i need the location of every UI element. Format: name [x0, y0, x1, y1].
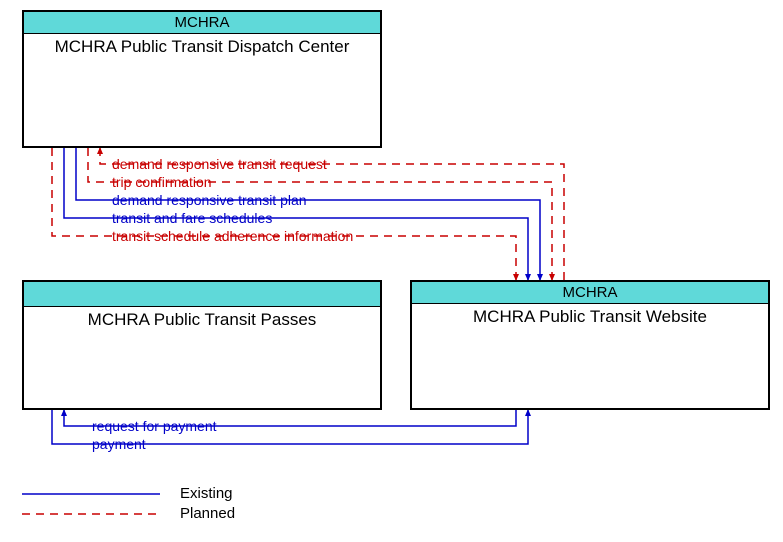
- legend-planned-label: Planned: [180, 505, 235, 522]
- flow-label-trip-confirmation: trip confirmation: [112, 174, 212, 190]
- node-transit-passes: MCHRA Public Transit Passes: [22, 280, 382, 410]
- node-website-title: MCHRA Public Transit Website: [412, 304, 768, 330]
- node-passes-title: MCHRA Public Transit Passes: [24, 307, 380, 333]
- node-transit-website: MCHRA MCHRA Public Transit Website: [410, 280, 770, 410]
- node-dispatch-center: MCHRA MCHRA Public Transit Dispatch Cent…: [22, 10, 382, 148]
- flow-label-payment: payment: [92, 436, 146, 452]
- node-dispatch-title: MCHRA Public Transit Dispatch Center: [24, 34, 380, 60]
- flow-label-request-payment: request for payment: [92, 418, 217, 434]
- flow-label-demand-plan: demand responsive transit plan: [112, 192, 307, 208]
- diagram-canvas: MCHRA MCHRA Public Transit Dispatch Cent…: [0, 0, 783, 542]
- legend-existing-label: Existing: [180, 485, 233, 502]
- flow-label-demand-request: demand responsive transit request: [112, 156, 327, 172]
- flow-label-schedule-adherence: transit schedule adherence information: [112, 228, 353, 244]
- node-passes-header: [24, 282, 380, 307]
- node-website-header: MCHRA: [412, 282, 768, 304]
- node-dispatch-header: MCHRA: [24, 12, 380, 34]
- flow-label-fare-schedules: transit and fare schedules: [112, 210, 272, 226]
